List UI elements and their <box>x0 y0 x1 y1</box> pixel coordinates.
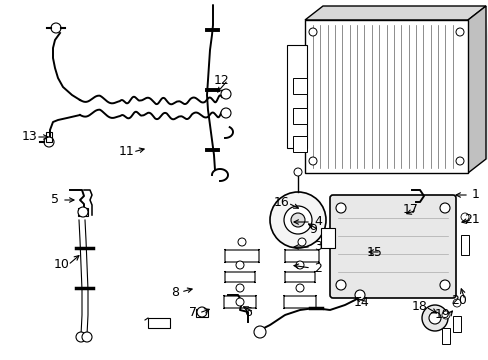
Bar <box>441 328 449 344</box>
Bar <box>292 108 306 124</box>
Circle shape <box>238 238 245 246</box>
Text: 2: 2 <box>313 261 321 274</box>
FancyBboxPatch shape <box>285 271 314 283</box>
Text: 10: 10 <box>54 258 70 271</box>
Circle shape <box>76 332 86 342</box>
Circle shape <box>308 28 316 36</box>
Polygon shape <box>286 45 306 148</box>
Text: 9: 9 <box>308 224 316 237</box>
Circle shape <box>221 89 230 99</box>
FancyBboxPatch shape <box>224 249 259 263</box>
Bar <box>452 316 460 332</box>
Circle shape <box>439 203 449 213</box>
Circle shape <box>44 137 54 147</box>
Bar <box>46 132 52 142</box>
Circle shape <box>297 238 305 246</box>
Text: 17: 17 <box>402 203 418 216</box>
Text: 16: 16 <box>274 197 289 210</box>
Circle shape <box>290 213 305 227</box>
Circle shape <box>236 261 244 269</box>
Text: 5: 5 <box>51 193 59 207</box>
Text: 18: 18 <box>411 301 427 314</box>
Circle shape <box>439 280 449 290</box>
Circle shape <box>335 203 346 213</box>
Circle shape <box>284 206 311 234</box>
Circle shape <box>236 284 244 292</box>
Text: 13: 13 <box>22 130 38 144</box>
Text: 4: 4 <box>313 216 321 229</box>
Circle shape <box>295 261 304 269</box>
Text: 11: 11 <box>119 145 135 158</box>
Circle shape <box>82 332 92 342</box>
Bar <box>292 136 306 152</box>
FancyBboxPatch shape <box>284 295 315 309</box>
Bar <box>196 309 207 317</box>
Text: 8: 8 <box>171 285 179 298</box>
Circle shape <box>455 157 463 165</box>
Circle shape <box>452 299 460 307</box>
Circle shape <box>460 213 468 221</box>
Circle shape <box>51 23 61 33</box>
FancyBboxPatch shape <box>329 195 455 298</box>
Circle shape <box>421 305 447 331</box>
Text: 15: 15 <box>366 246 382 258</box>
Polygon shape <box>467 6 485 173</box>
Text: 12: 12 <box>214 73 229 86</box>
Bar <box>78 208 88 216</box>
Circle shape <box>441 311 449 319</box>
Bar <box>320 228 334 248</box>
Bar <box>460 235 468 255</box>
Circle shape <box>269 192 325 248</box>
Circle shape <box>335 280 346 290</box>
Text: 19: 19 <box>434 309 450 321</box>
Circle shape <box>293 168 302 176</box>
Text: 7: 7 <box>189 306 197 320</box>
Circle shape <box>197 307 206 317</box>
Polygon shape <box>323 6 488 164</box>
Polygon shape <box>305 6 485 20</box>
Circle shape <box>221 108 230 118</box>
Circle shape <box>253 326 265 338</box>
FancyBboxPatch shape <box>224 271 254 283</box>
Circle shape <box>308 157 316 165</box>
Polygon shape <box>305 20 467 173</box>
Text: 6: 6 <box>244 306 251 319</box>
Text: 1: 1 <box>471 189 479 202</box>
Text: 20: 20 <box>450 293 466 306</box>
FancyBboxPatch shape <box>285 249 318 263</box>
Circle shape <box>295 284 304 292</box>
FancyBboxPatch shape <box>224 295 256 309</box>
Text: 3: 3 <box>313 240 321 253</box>
Bar <box>148 318 170 328</box>
Circle shape <box>428 312 440 324</box>
Text: 14: 14 <box>353 296 369 309</box>
Circle shape <box>236 298 244 306</box>
Circle shape <box>78 207 88 217</box>
Text: 21: 21 <box>463 213 479 226</box>
Circle shape <box>455 28 463 36</box>
Bar <box>292 78 306 94</box>
Circle shape <box>354 290 364 300</box>
